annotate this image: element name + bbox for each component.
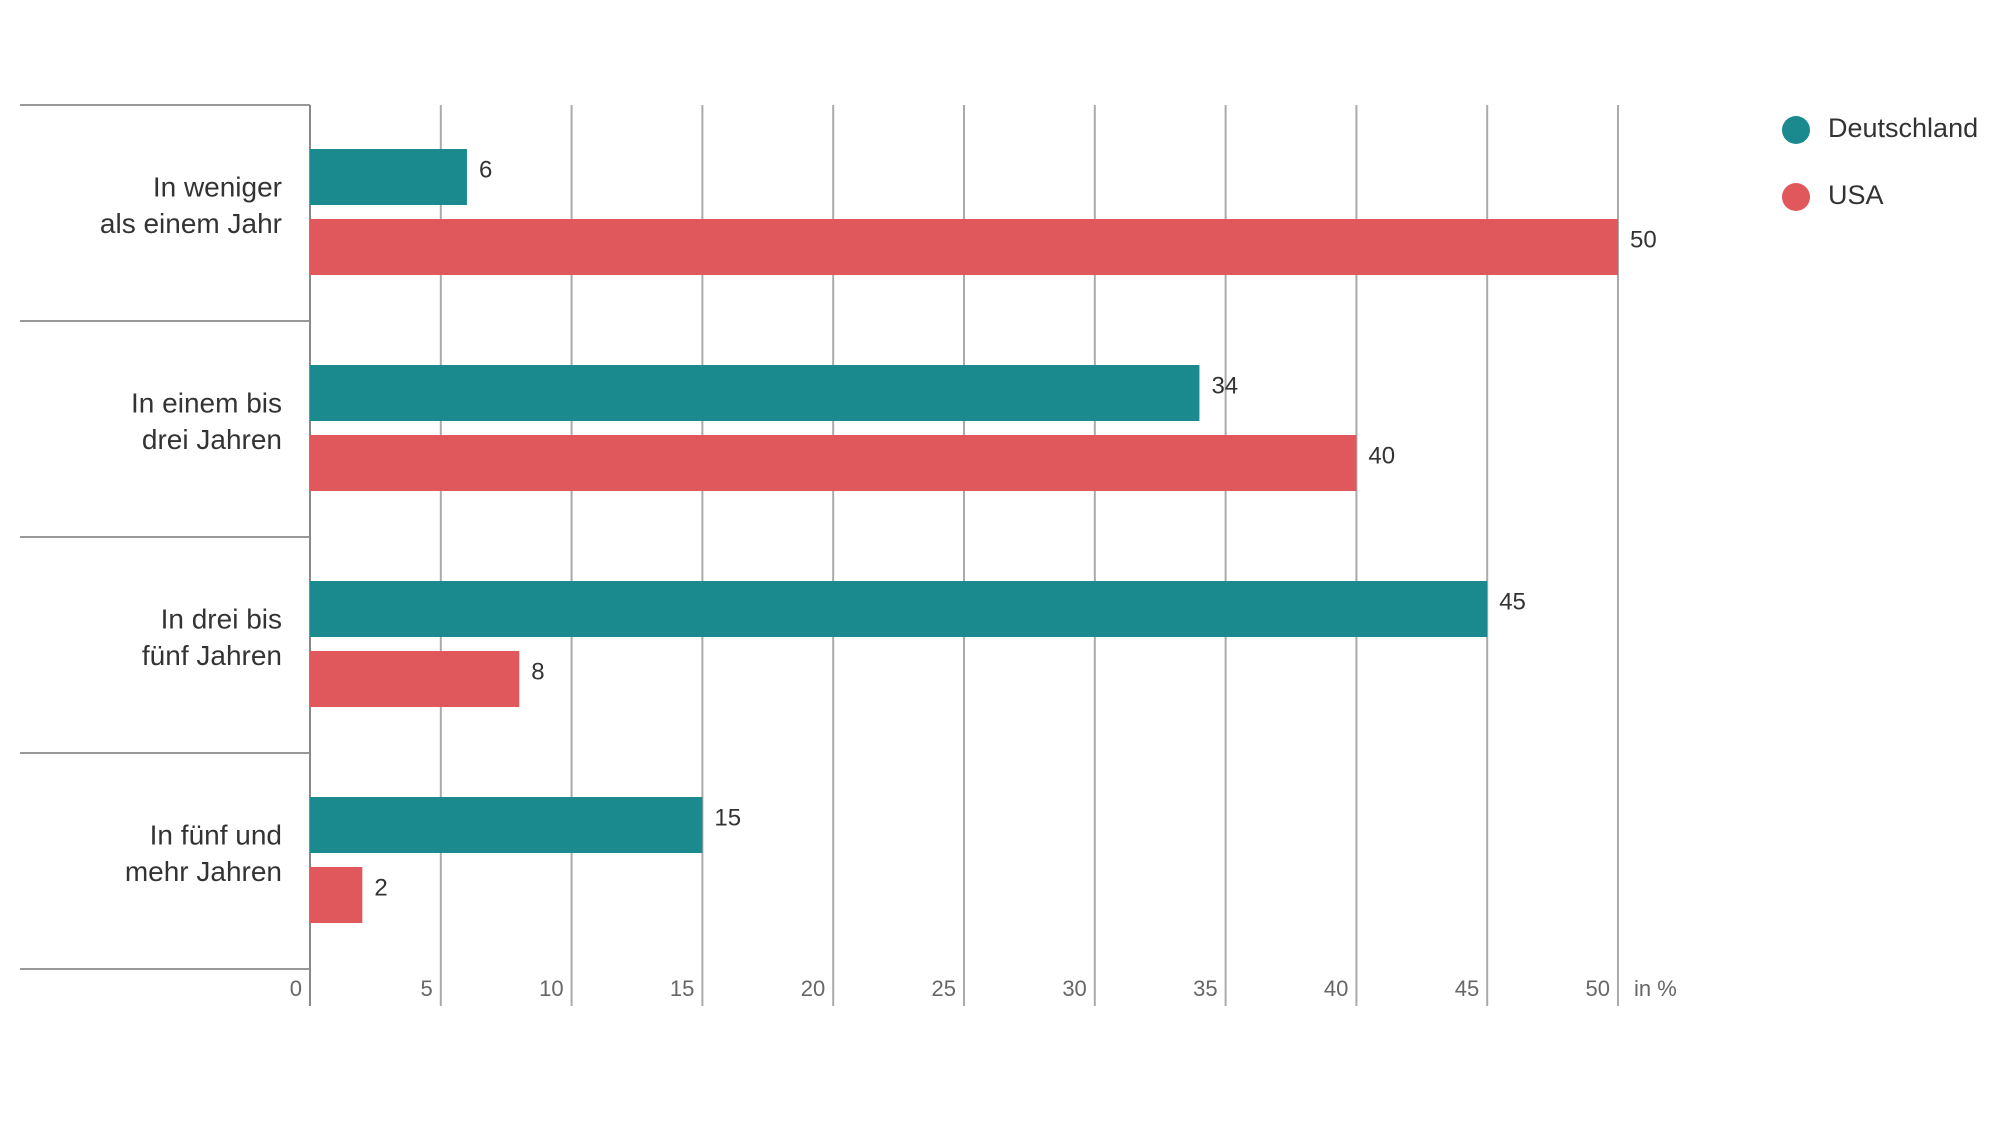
x-axis-label: in % [1634,976,1677,1001]
data-label: 45 [1499,588,1526,615]
y-tick-label: In fünf und mehr Jahren [125,820,282,887]
x-tick-label: 0 [290,976,302,1001]
y-tick-label: In weniger als einem Jahr [100,172,282,239]
data-label: 50 [1630,226,1657,253]
x-tick-label: 20 [801,976,825,1001]
x-tick-label: 30 [1062,976,1086,1001]
x-tick-label: 10 [539,976,563,1001]
x-tick-label: 5 [421,976,433,1001]
data-label: 15 [714,804,741,831]
bar [310,581,1488,637]
data-label: 40 [1368,442,1395,469]
x-tick-label: 35 [1193,976,1217,1001]
legend-marker [1782,116,1810,144]
bar [310,149,467,205]
bar [310,365,1200,421]
bar [310,867,363,923]
y-tick-label: In einem bis drei Jahren [131,388,282,455]
data-label: 8 [531,658,544,685]
x-tick-label: 45 [1455,976,1479,1001]
x-tick-label: 50 [1586,976,1610,1001]
bar [310,651,520,707]
bar [310,219,1618,275]
legend-marker [1782,183,1810,211]
x-tick-label: 15 [670,976,694,1001]
data-label: 2 [374,874,387,901]
bar [310,435,1357,491]
data-label: 6 [479,156,492,183]
y-tick-label: In drei bis fünf Jahren [142,604,282,671]
x-tick-label: 40 [1324,976,1348,1001]
x-tick-label: 25 [932,976,956,1001]
legend-label: Deutschland [1828,113,1978,143]
bar [310,797,703,853]
legend-label: USA [1828,180,1884,210]
data-label: 34 [1211,372,1238,399]
